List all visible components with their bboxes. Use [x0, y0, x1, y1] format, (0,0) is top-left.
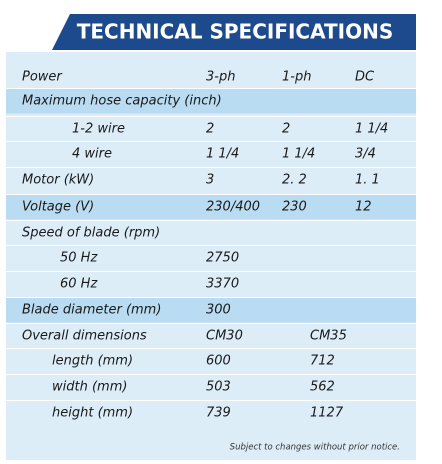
table: Power 3-ph 1-ph DC Maximum hose capacity (in…	[6, 70, 416, 421]
row-shade	[6, 297, 416, 323]
row-label: 50 Hz	[60, 251, 98, 266]
row-value: 2	[206, 122, 214, 137]
row-value: 230/400	[206, 200, 260, 215]
row-value: 3/4	[355, 147, 376, 162]
row-value: 3-ph	[206, 70, 235, 85]
row-value: 712	[310, 354, 335, 369]
row-shade	[6, 88, 416, 114]
row-value: CM35	[310, 329, 347, 344]
row-value: 1 1/4	[355, 122, 388, 137]
row-label: length (mm)	[52, 354, 133, 369]
panel	[6, 52, 416, 460]
row-value: 2. 2	[282, 173, 307, 188]
row-label: Power	[22, 70, 63, 85]
row-value: 600	[206, 354, 231, 369]
row-value: 230	[282, 200, 307, 215]
row-value: 3370	[206, 277, 239, 292]
row-value: 1-ph	[282, 70, 311, 85]
row-label: Speed of blade (rpm)	[22, 226, 160, 241]
row-label: 1-2 wire	[72, 122, 125, 137]
row-label: height (mm)	[52, 406, 133, 421]
row-value: 562	[310, 380, 335, 395]
row-label: width (mm)	[52, 380, 127, 395]
row-value: CM30	[206, 329, 243, 344]
row-value: 1 1/4	[206, 147, 239, 162]
row-label: Blade diameter (mm)	[22, 303, 161, 318]
row-value: 2	[282, 122, 290, 137]
row-value: 503	[206, 380, 231, 395]
row-label: Voltage (V)	[22, 200, 94, 215]
header-band	[52, 14, 416, 50]
row-shade	[6, 194, 416, 220]
row-value: 1 1/4	[282, 147, 315, 162]
row-label: 4 wire	[72, 147, 112, 162]
row-label: Motor (kW)	[22, 173, 94, 188]
row-label: 60 Hz	[60, 277, 98, 292]
row-value: 3	[206, 173, 214, 188]
title: TECHNICAL SPECIFICATIONS	[77, 20, 394, 44]
footnote: Subject to changes without prior notice.	[230, 443, 400, 453]
row-value: 12	[355, 200, 372, 215]
row-value: 1. 1	[355, 173, 380, 188]
row-value: 300	[206, 303, 231, 318]
row-label: Overall dimensions	[22, 329, 147, 344]
row-value: DC	[355, 70, 375, 85]
row-label: Maximum hose capacity (inch)	[22, 94, 222, 109]
row-value: 2750	[206, 251, 239, 266]
row-value: 1127	[310, 406, 344, 421]
row-value: 739	[206, 406, 231, 421]
